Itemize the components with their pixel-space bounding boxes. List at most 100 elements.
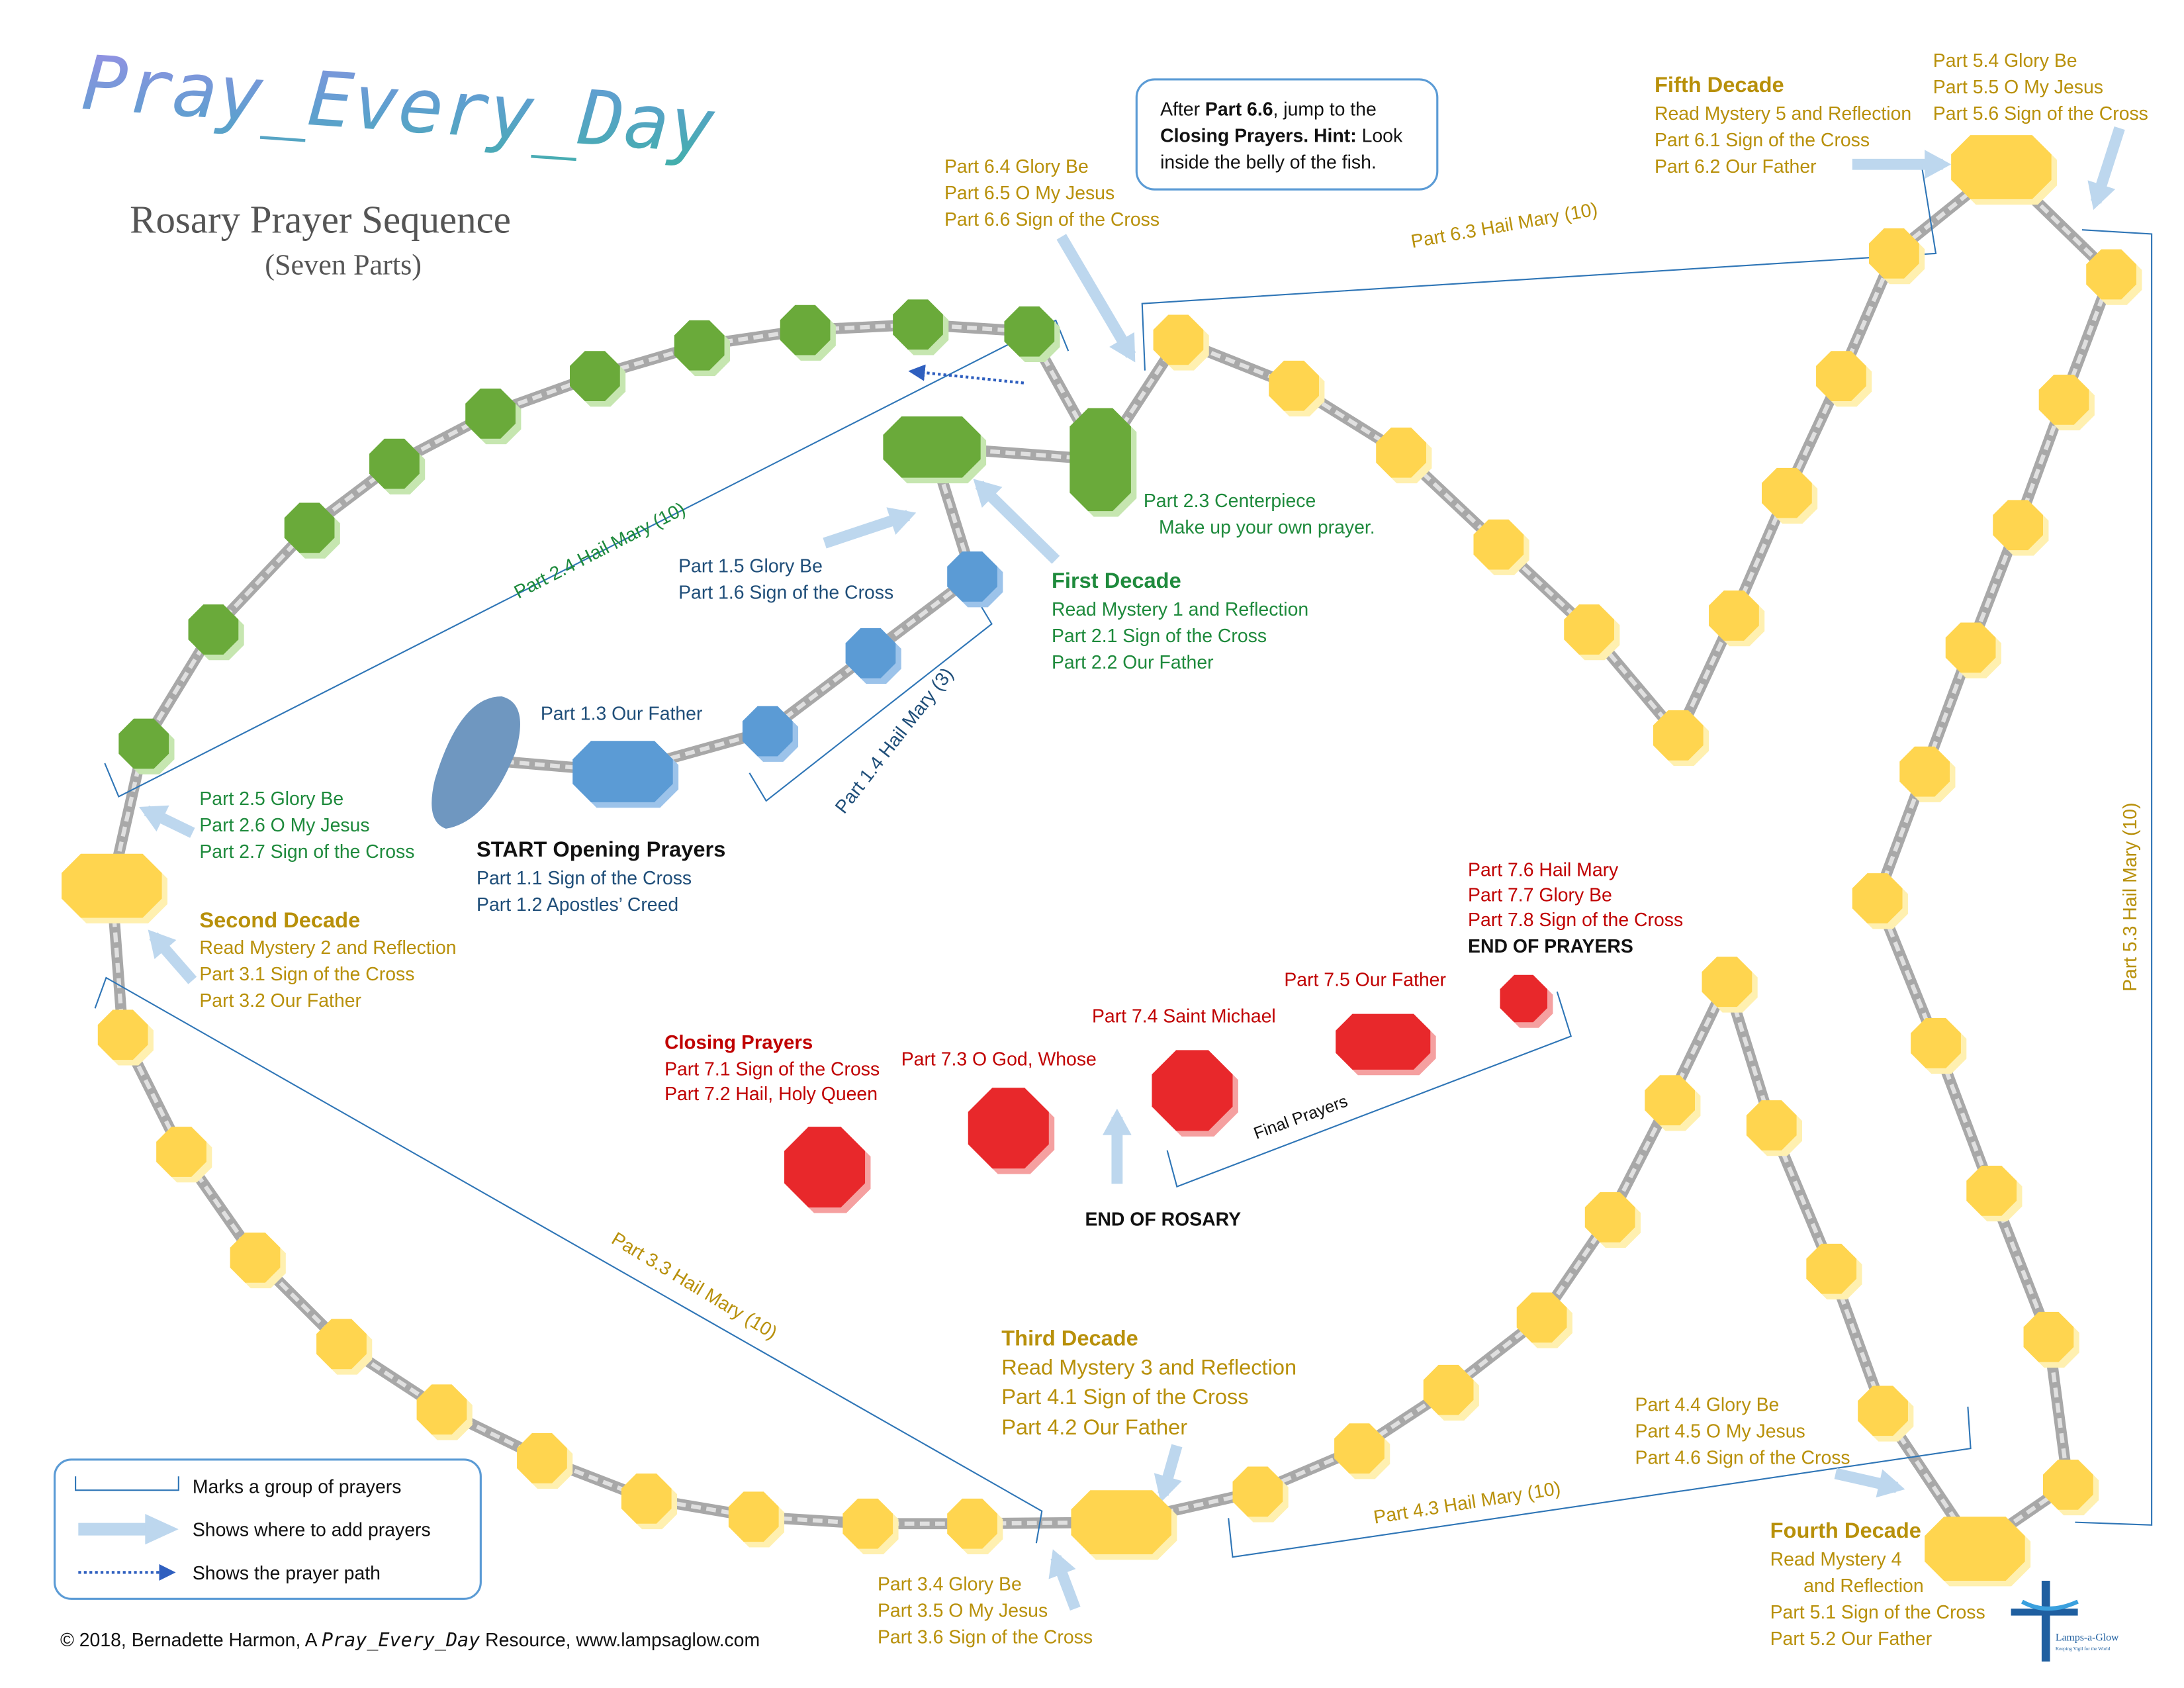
gold-hail-mary-bead	[2023, 1311, 2074, 1362]
fourth-decade-heading: Fourth Decade	[1770, 1518, 1921, 1542]
part-3-6: Part 3.6 Sign of the Cross	[878, 1627, 1093, 1648]
part-2-1: Part 2.1 Sign of the Cross	[1052, 626, 1267, 647]
prayer-path-arrow	[908, 364, 1024, 385]
group-bracket	[2075, 229, 2153, 1526]
part-7-4: Part 7.4 Saint Michael	[1092, 1006, 1276, 1027]
gold-hail-mary-bead	[1911, 1017, 1961, 1068]
gold-hail-mary-bead	[156, 1127, 206, 1177]
page-title: Rosary Prayer Sequence	[130, 198, 511, 241]
part-2-5: Part 2.5 Glory Be	[199, 788, 343, 810]
part-7-8: Part 7.8 Sign of the Cross	[1468, 910, 1683, 931]
fifth-decade-heading: Fifth Decade	[1655, 72, 1784, 97]
part-6-6: Part 6.6 Sign of the Cross	[944, 209, 1160, 230]
gold-hail-mary-bead	[1869, 228, 1919, 279]
gold-hail-mary-bead	[1473, 519, 1524, 570]
footer-copyright: © 2018, Bernadette Harmon, A Pray_Every_…	[60, 1629, 760, 1652]
gold-hail-mary-bead	[1852, 873, 1903, 923]
gold-hail-mary-bead	[1966, 1166, 2017, 1216]
gold-hail-mary-bead	[1232, 1466, 1283, 1517]
group-bracket	[1166, 991, 1572, 1188]
second-decade-line1: Read Mystery 2 and Reflection	[199, 937, 456, 959]
part-2-4-label: Part 2.4 Hail Mary (10)	[511, 498, 689, 603]
gold-hail-mary-bead	[416, 1384, 467, 1435]
add-prayer-arrow-head	[1102, 1108, 1132, 1135]
first-decade-heading: First Decade	[1052, 568, 1181, 592]
bracket-icon	[75, 1476, 179, 1491]
gold-hail-mary-bead	[1945, 622, 1996, 673]
gold-our-father-bead	[1951, 135, 2052, 199]
group-bracket	[104, 319, 1069, 798]
final-prayers-label: Final Prayers	[1251, 1092, 1350, 1143]
second-decade-heading: Second Decade	[199, 908, 360, 932]
add-prayer-arrow-head	[1109, 332, 1136, 363]
part-1-4-label: Part 1.4 Hail Mary (3)	[831, 664, 958, 818]
part-3-2: Part 3.2 Our Father	[199, 990, 361, 1011]
group-bracket	[94, 976, 1043, 1544]
svg-text:Keeping Vigil for the World: Keeping Vigil for the World	[2056, 1646, 2111, 1652]
gold-hail-mary-bead	[2038, 374, 2089, 425]
green-our-father-bead	[883, 416, 981, 478]
gold-hail-mary-bead	[1762, 467, 1812, 518]
lamps-a-glow-logo: Lamps-a-Glow Keeping Vigil for the World	[2011, 1580, 2119, 1662]
green-hail-mary-bead	[118, 718, 169, 769]
green-hail-mary-bead	[284, 502, 335, 553]
blue-our-father-bead	[572, 741, 673, 802]
gold-hail-mary-bead	[1564, 604, 1614, 655]
add-prayer-arrow	[1056, 234, 1136, 358]
centerpiece-bead	[1069, 408, 1131, 512]
gold-hail-mary-bead	[1516, 1292, 1567, 1343]
part-7-3: Part 7.3 O God, Whose	[901, 1049, 1097, 1070]
fifth-decade-line1: Read Mystery 5 and Reflection	[1655, 103, 1911, 124]
block-arrow-head-icon	[145, 1514, 179, 1545]
part-1-2: Part 1.2 Apostles’ Creed	[477, 894, 678, 915]
legend-add: Shows where to add prayers	[193, 1520, 431, 1541]
green-hail-mary-bead	[893, 299, 943, 350]
part-4-3-label: Part 4.3 Hail Mary (10)	[1372, 1477, 1562, 1528]
green-hail-mary-bead	[369, 438, 420, 489]
start-heading: START Opening Prayers	[477, 837, 725, 861]
gold-hail-mary-bead	[621, 1473, 672, 1524]
gold-hail-mary-bead	[1702, 957, 1752, 1008]
add-prayer-arrow-head	[973, 479, 1003, 508]
group-bracket	[749, 595, 993, 802]
gold-hail-mary-bead	[1423, 1364, 1474, 1415]
part-1-6: Part 1.6 Sign of the Cross	[678, 583, 893, 604]
blue-hail-mary-bead	[845, 628, 896, 679]
red-closing-bead	[1152, 1050, 1233, 1131]
end-of-rosary: END OF ROSARY	[1085, 1209, 1241, 1230]
add-prayer-arrow-head	[148, 929, 177, 959]
part-4-6: Part 4.6 Sign of the Cross	[1635, 1447, 1850, 1468]
fourth-decade-line1b: and Reflection	[1803, 1575, 1924, 1597]
green-hail-mary-bead	[465, 389, 516, 439]
first-decade-line1: Read Mystery 1 and Reflection	[1052, 599, 1308, 620]
add-prayer-arrow-head	[1048, 1549, 1076, 1579]
gold-hail-mary-bead	[517, 1432, 567, 1483]
gold-hail-mary-bead	[1653, 710, 1704, 761]
gold-hail-mary-bead	[1746, 1100, 1797, 1150]
part-6-1: Part 6.1 Sign of the Cross	[1655, 130, 1870, 151]
blue-hail-mary-bead	[742, 706, 793, 757]
part-2-2: Part 2.2 Our Father	[1052, 652, 1214, 673]
part-5-4: Part 5.4 Glory Be	[1933, 50, 2077, 71]
red-closing-bead	[968, 1088, 1049, 1169]
gold-our-father-bead	[62, 853, 162, 918]
part-7-7: Part 7.7 Glory Be	[1468, 884, 1612, 906]
gold-hail-mary-bead	[1584, 1192, 1635, 1243]
part-6-4: Part 6.4 Glory Be	[944, 156, 1089, 177]
gold-hail-mary-bead	[316, 1319, 367, 1370]
gold-hail-mary-bead	[230, 1233, 281, 1283]
part-1-3: Part 1.3 Our Father	[541, 704, 703, 725]
part-5-6: Part 5.6 Sign of the Cross	[1933, 103, 2148, 124]
gold-hail-mary-bead	[1816, 351, 1866, 401]
red-our-father-bead	[1336, 1013, 1431, 1070]
third-decade-heading: Third Decade	[1001, 1325, 1138, 1350]
part-5-5: Part 5.5 O My Jesus	[1933, 77, 2103, 98]
legend-group: Marks a group of prayers	[193, 1476, 402, 1497]
gold-hail-mary-bead	[947, 1498, 997, 1549]
add-prayer-arrow-head	[1925, 150, 1952, 179]
crucifix-bead	[432, 696, 520, 829]
gold-hail-mary-bead	[728, 1491, 779, 1542]
part-4-2: Part 4.2 Our Father	[1001, 1415, 1187, 1439]
gold-hail-mary-bead	[1153, 314, 1204, 365]
